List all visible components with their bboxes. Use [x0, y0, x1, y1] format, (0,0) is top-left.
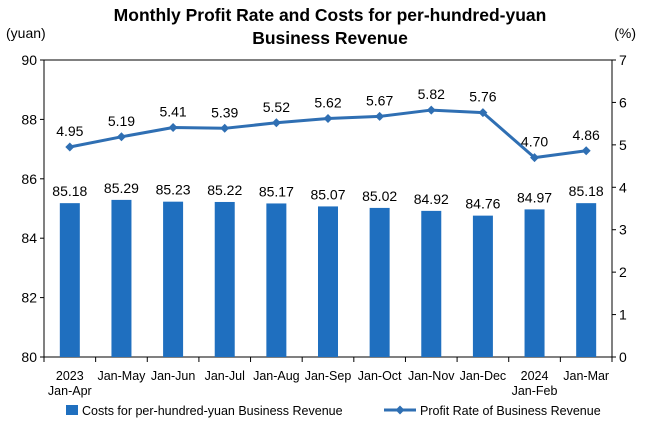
bar-data-label: 84.92 [414, 191, 449, 207]
x-axis-category-label-line: 2024 [521, 369, 549, 383]
bar-cost [369, 207, 390, 357]
bar-data-label: 85.17 [259, 183, 294, 199]
x-axis-category-label-line: Jan-Aug [253, 369, 300, 383]
bar-cost [266, 203, 287, 357]
line-data-label: 4.70 [521, 134, 548, 150]
line-point-marker [581, 146, 591, 156]
line-point-marker [375, 111, 385, 121]
right-axis-tick-label: 4 [619, 179, 627, 195]
x-axis-category-label-line: Jan-Jun [151, 369, 196, 383]
line-data-label: 5.19 [108, 113, 135, 129]
bar-cost [214, 201, 235, 357]
line-data-label: 5.82 [418, 86, 445, 102]
right-axis-tick-label: 1 [619, 307, 627, 323]
bar-cost [576, 203, 597, 357]
x-axis-category-label-line: Jan-Nov [408, 369, 455, 383]
bar-cost [421, 210, 442, 357]
axes-layer: 80 82 84 86 88 90 (yuan) 0 1 2 3 4 5 6 7 (%) 2023 Jan-Apr… [6, 25, 636, 398]
x-axis-category-label: 2023 Jan-Apr [48, 369, 92, 398]
x-axis-category-label-line: Jan-Mar [563, 369, 609, 383]
chart-title: Monthly Profit Rate and Costs for per-hu… [0, 4, 660, 50]
x-axis-category-label-line: 2023 [56, 369, 84, 383]
left-axis-tick-label: 84 [21, 230, 37, 246]
bar-data-label: 85.07 [310, 186, 345, 202]
bar-cost [111, 199, 132, 357]
x-axis-category-label: Jan-Oct [358, 369, 402, 383]
legend-label-cost: Costs for per-hundred-yuan Business Reve… [82, 404, 343, 418]
line-point-marker [530, 153, 540, 163]
line-point-marker [65, 142, 75, 152]
right-axis-tick-label: 0 [619, 349, 627, 365]
line-data-label: 5.41 [159, 103, 186, 119]
bar-data-label: 85.23 [156, 182, 191, 198]
line-data-label: 5.62 [314, 95, 341, 111]
legend: Costs for per-hundred-yuan Business Reve… [66, 404, 601, 418]
x-axis-category-label: 2024 Jan-Feb [512, 369, 558, 398]
x-axis-category-label-line: Jan-Dec [460, 369, 507, 383]
right-axis-tick-label: 2 [619, 264, 627, 280]
line-point-marker [220, 123, 230, 133]
x-axis-category-label: Jan-Jul [205, 369, 245, 383]
left-axis-tick-label: 90 [21, 52, 37, 68]
line-point-marker [168, 122, 178, 132]
left-axis-unit: (yuan) [6, 25, 46, 41]
x-axis-category-label-line: Jan-Jul [205, 369, 245, 383]
line-point-marker [426, 105, 436, 115]
chart-title-line-2: Business Revenue [252, 28, 408, 48]
x-axis-category-label: Jan-Dec [460, 369, 507, 383]
legend-label-profit: Profit Rate of Business Revenue [420, 404, 601, 418]
bar-data-label: 85.18 [52, 183, 87, 199]
x-axis-category-label-line: Jan-Feb [512, 384, 558, 398]
line-data-label: 5.67 [366, 92, 393, 108]
bar-data-label: 84.76 [465, 196, 500, 212]
left-axis-tick-label: 80 [21, 349, 37, 365]
line-layer [65, 105, 591, 163]
x-axis-category-label-line: Jan-Oct [358, 369, 402, 383]
line-point-marker [478, 108, 488, 118]
x-axis-category-label: Jan-Aug [253, 369, 300, 383]
left-axis-tick-label: 88 [21, 111, 37, 127]
right-axis-tick-label: 6 [619, 94, 627, 110]
right-axis-unit: (%) [614, 25, 636, 41]
legend-swatch-profit-marker [395, 405, 405, 415]
bar-data-label: 84.97 [517, 189, 552, 205]
x-axis-category-label: Jan-Mar [563, 369, 609, 383]
line-data-label: 4.86 [573, 127, 600, 143]
left-axis-tick-label: 86 [21, 171, 37, 187]
bar-cost [318, 206, 338, 357]
bar-cost [524, 209, 545, 357]
x-axis-category-label: Jan-May [97, 369, 146, 383]
line-point-marker [323, 114, 333, 124]
bar-cost [163, 201, 184, 357]
right-axis-tick-label: 7 [619, 52, 627, 68]
x-axis-category-label: Jan-Jun [151, 369, 196, 383]
x-axis-category-label-line: Jan-May [97, 369, 146, 383]
bar-data-label: 85.18 [569, 183, 604, 199]
bar-data-label: 85.29 [104, 180, 139, 196]
legend-swatch-cost [66, 405, 78, 415]
x-axis-category-label: Jan-Sep [305, 369, 352, 383]
line-data-label: 4.95 [56, 123, 83, 139]
bar-cost [59, 203, 80, 357]
bars-layer [59, 199, 597, 357]
x-axis-category-label-line: Jan-Apr [48, 384, 92, 398]
x-axis-category-label: Jan-Nov [408, 369, 455, 383]
chart-title-line-1: Monthly Profit Rate and Costs for per-hu… [113, 5, 547, 25]
line-point-marker [271, 118, 281, 128]
bar-cost [472, 215, 493, 357]
bar-data-label: 85.22 [207, 182, 242, 198]
right-axis-tick-label: 5 [619, 137, 627, 153]
bar-data-label: 85.02 [362, 188, 397, 204]
left-axis-tick-label: 82 [21, 290, 37, 306]
line-data-label: 5.39 [211, 104, 238, 120]
right-axis-tick-label: 3 [619, 222, 627, 238]
x-axis-category-label-line: Jan-Sep [305, 369, 352, 383]
line-point-marker [116, 132, 126, 142]
labels-layer: 85.18 85.29 85.23 85.22 85.17 85.07 85.02 84.92… [52, 86, 604, 212]
line-data-label: 5.52 [263, 99, 290, 115]
line-data-label: 5.76 [469, 89, 496, 105]
